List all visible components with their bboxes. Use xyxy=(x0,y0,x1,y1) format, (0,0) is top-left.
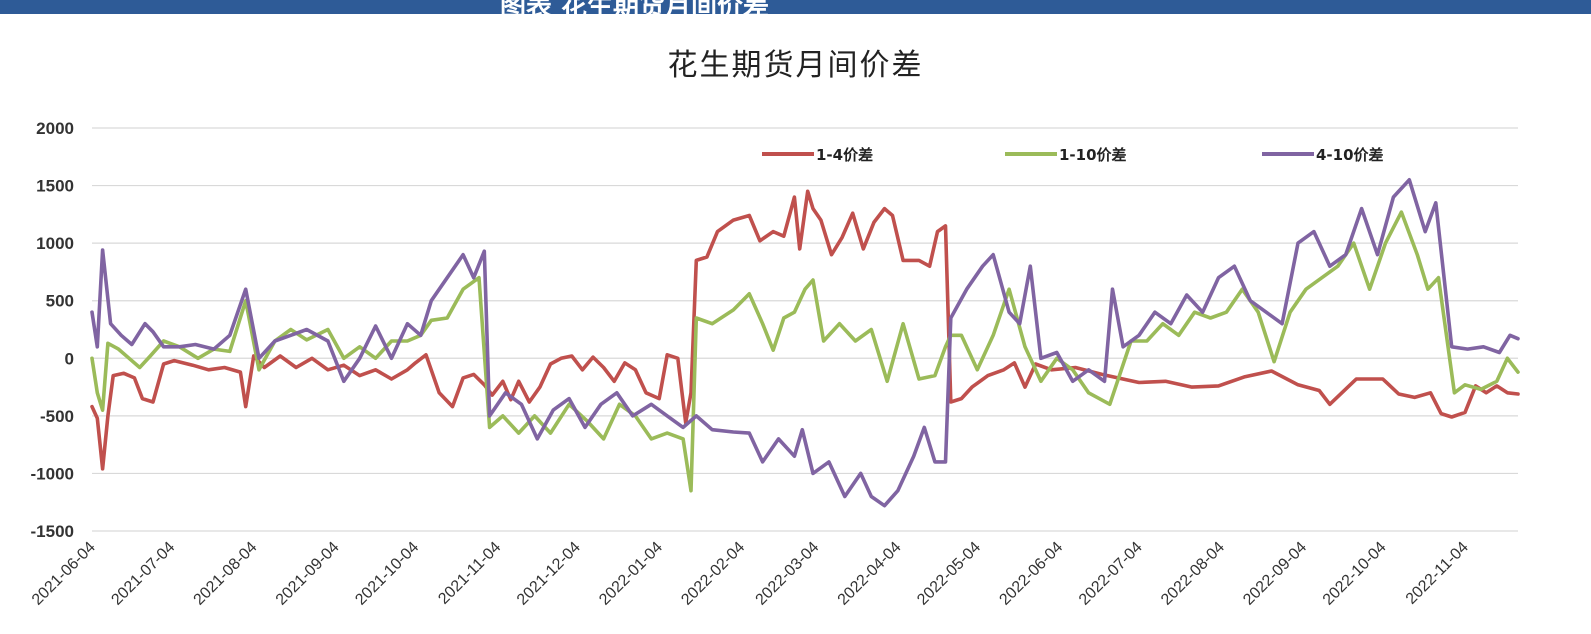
legend-label-3: 4-10价差 xyxy=(1316,146,1384,164)
x-tick-label: 2021-09-04 xyxy=(273,539,343,609)
x-tick-label: 2022-09-04 xyxy=(1240,539,1310,609)
y-tick-label: -1500 xyxy=(31,522,74,541)
series-line-2 xyxy=(90,210,1520,493)
x-tick-label: 2022-07-04 xyxy=(1076,539,1146,609)
x-tick-label: 2022-04-04 xyxy=(835,539,905,609)
x-tick-label: 2022-01-04 xyxy=(596,539,666,609)
chart-title: 花生期货月间价差 xyxy=(667,48,924,83)
x-tick-label: 2022-08-04 xyxy=(1158,539,1228,609)
y-tick-label: -1000 xyxy=(31,464,74,483)
banner-text: 图表 花生期货月间价差 xyxy=(500,0,769,14)
x-tick-label: 2021-12-04 xyxy=(514,539,584,609)
y-tick-label: 2000 xyxy=(36,119,74,138)
x-tick-label: 2022-06-04 xyxy=(996,539,1066,609)
y-tick-label: 0 xyxy=(65,349,74,368)
grid-lines xyxy=(92,127,1518,532)
x-axis-ticks: 2021-06-04 2021-07-04 2021-08-04 2021-09-04… xyxy=(29,539,1472,609)
series-line-3 xyxy=(90,178,1520,508)
x-tick-label: 2022-10-04 xyxy=(1320,539,1390,609)
y-tick-label: 1500 xyxy=(36,177,74,196)
x-tick-label: 2022-02-04 xyxy=(678,539,748,609)
legend: 1-4价差 1-10价差 4-10价差 xyxy=(762,146,1384,164)
x-tick-label: 2021-08-04 xyxy=(191,539,261,609)
legend-label-2: 1-10价差 xyxy=(1059,146,1127,164)
series-lines xyxy=(90,178,1520,508)
x-tick-label: 2021-06-04 xyxy=(29,539,99,609)
x-tick-label: 2022-05-04 xyxy=(914,539,984,609)
x-tick-label: 2021-10-04 xyxy=(352,539,422,609)
x-tick-label: 2021-07-04 xyxy=(108,539,178,609)
x-tick-label: 2022-03-04 xyxy=(753,539,823,609)
y-tick-label: 500 xyxy=(46,292,74,311)
x-tick-label: 2022-11-04 xyxy=(1403,539,1472,608)
y-tick-label: 1000 xyxy=(36,234,74,253)
y-tick-label: -500 xyxy=(40,407,74,426)
x-tick-label: 2021-11-04 xyxy=(435,539,504,608)
series-line-1 xyxy=(90,189,1520,471)
legend-label-1: 1-4价差 xyxy=(816,146,873,164)
top-banner: 图表 花生期货月间价差 xyxy=(0,0,1591,14)
y-axis-ticks: 2000 1500 1000 500 0 -500 -1000 -1500 xyxy=(31,119,74,541)
